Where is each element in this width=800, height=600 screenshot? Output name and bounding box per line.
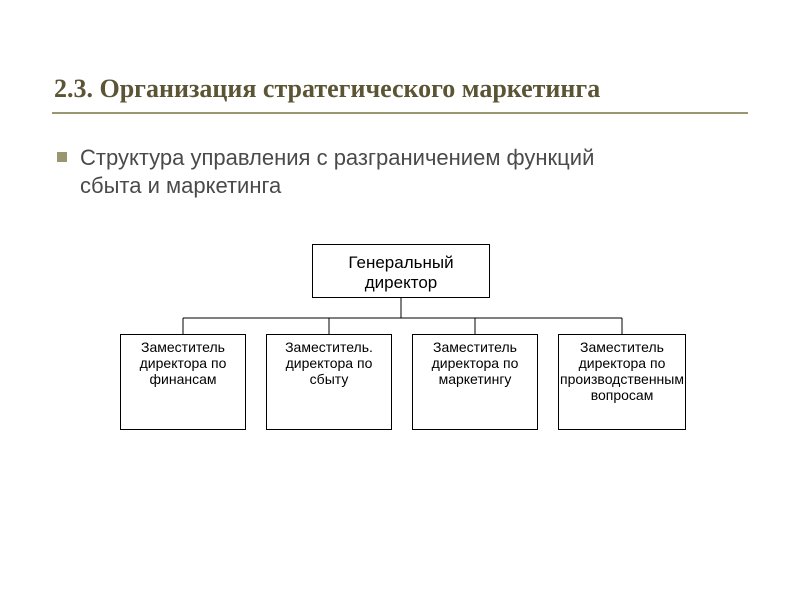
org-box-root-label: Генеральный директор (313, 249, 489, 293)
section-title: 2.3. Организация стратегического маркети… (54, 74, 600, 104)
org-box-child-label: Заместитель директора по производственны… (558, 335, 686, 403)
org-box-child-label: Заместитель директора по финансам (121, 335, 245, 387)
org-box-child: Заместитель директора по производственны… (558, 334, 686, 430)
org-box-child-label: Заместитель директора по маркетингу (413, 335, 537, 387)
org-box-child: Заместитель директора по финансам (120, 334, 246, 430)
org-box-child: Заместитель директора по маркетингу (412, 334, 538, 430)
org-box-root: Генеральный директор (312, 244, 490, 298)
section-title-underline (52, 112, 748, 114)
org-box-child-label: Заместитель. директора по сбыту (267, 335, 391, 387)
bullet-icon (57, 152, 67, 162)
org-box-child: Заместитель. директора по сбыту (266, 334, 392, 430)
subtitle-text: Структура управления с разграничением фу… (80, 144, 640, 199)
